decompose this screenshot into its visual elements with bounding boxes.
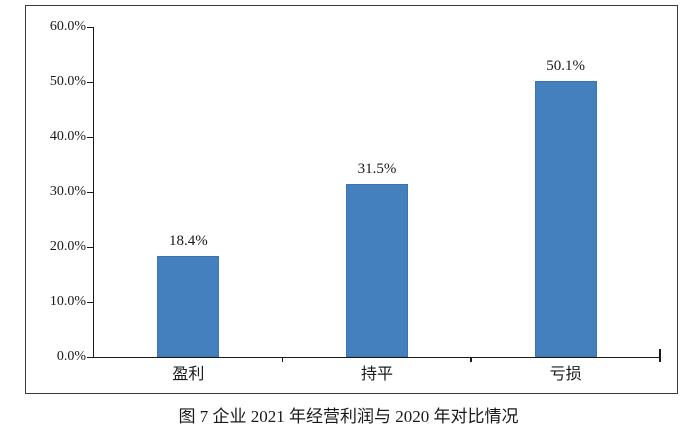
bar-value-label: 50.1% (546, 58, 586, 75)
bar-1 (157, 255, 220, 357)
y-axis-tick-label: 10.0% (49, 294, 86, 309)
y-axis-tick-mark (87, 26, 93, 28)
plot-area: 18.4% 盈利 31.5% 持平 50.1% 亏损 (93, 27, 661, 383)
bar-value-label: 31.5% (357, 160, 397, 177)
figure-caption: 图 7 企业 2021 年经营利润与 2020 年对比情况 (178, 407, 519, 426)
y-axis-tick-mark (87, 81, 93, 83)
y-axis-tick-label: 50.0% (49, 74, 86, 89)
x-axis-category-label: 亏损 (549, 366, 582, 383)
x-axis-category-label: 持平 (360, 366, 393, 383)
y-axis-tick-mark (87, 191, 93, 193)
x-axis-tick-mark (470, 357, 472, 362)
chart-frame: 18.4% 盈利 31.5% 持平 50.1% 亏损 0.0% 10.0% 20.0% 30.0… (25, 5, 678, 394)
bar-3 (534, 81, 597, 357)
y-axis-tick-label: 40.0% (49, 129, 86, 144)
y-axis-tick-mark (87, 136, 93, 138)
y-axis-tick-mark (87, 301, 93, 303)
y-axis-tick-mark (87, 356, 93, 358)
y-axis-tick-label: 0.0% (56, 349, 86, 364)
bar-value-label: 18.4% (168, 232, 208, 249)
x-axis-category-label: 盈利 (172, 366, 205, 383)
y-axis-tick-label: 30.0% (49, 184, 86, 199)
bar-2 (346, 183, 408, 357)
y-axis-tick-label: 60.0% (49, 19, 86, 34)
y-axis-tick-mark (87, 246, 93, 248)
y-axis-tick-label: 20.0% (49, 239, 86, 254)
x-axis-tick-mark (281, 357, 284, 362)
x-axis-tick-mark (659, 349, 661, 362)
